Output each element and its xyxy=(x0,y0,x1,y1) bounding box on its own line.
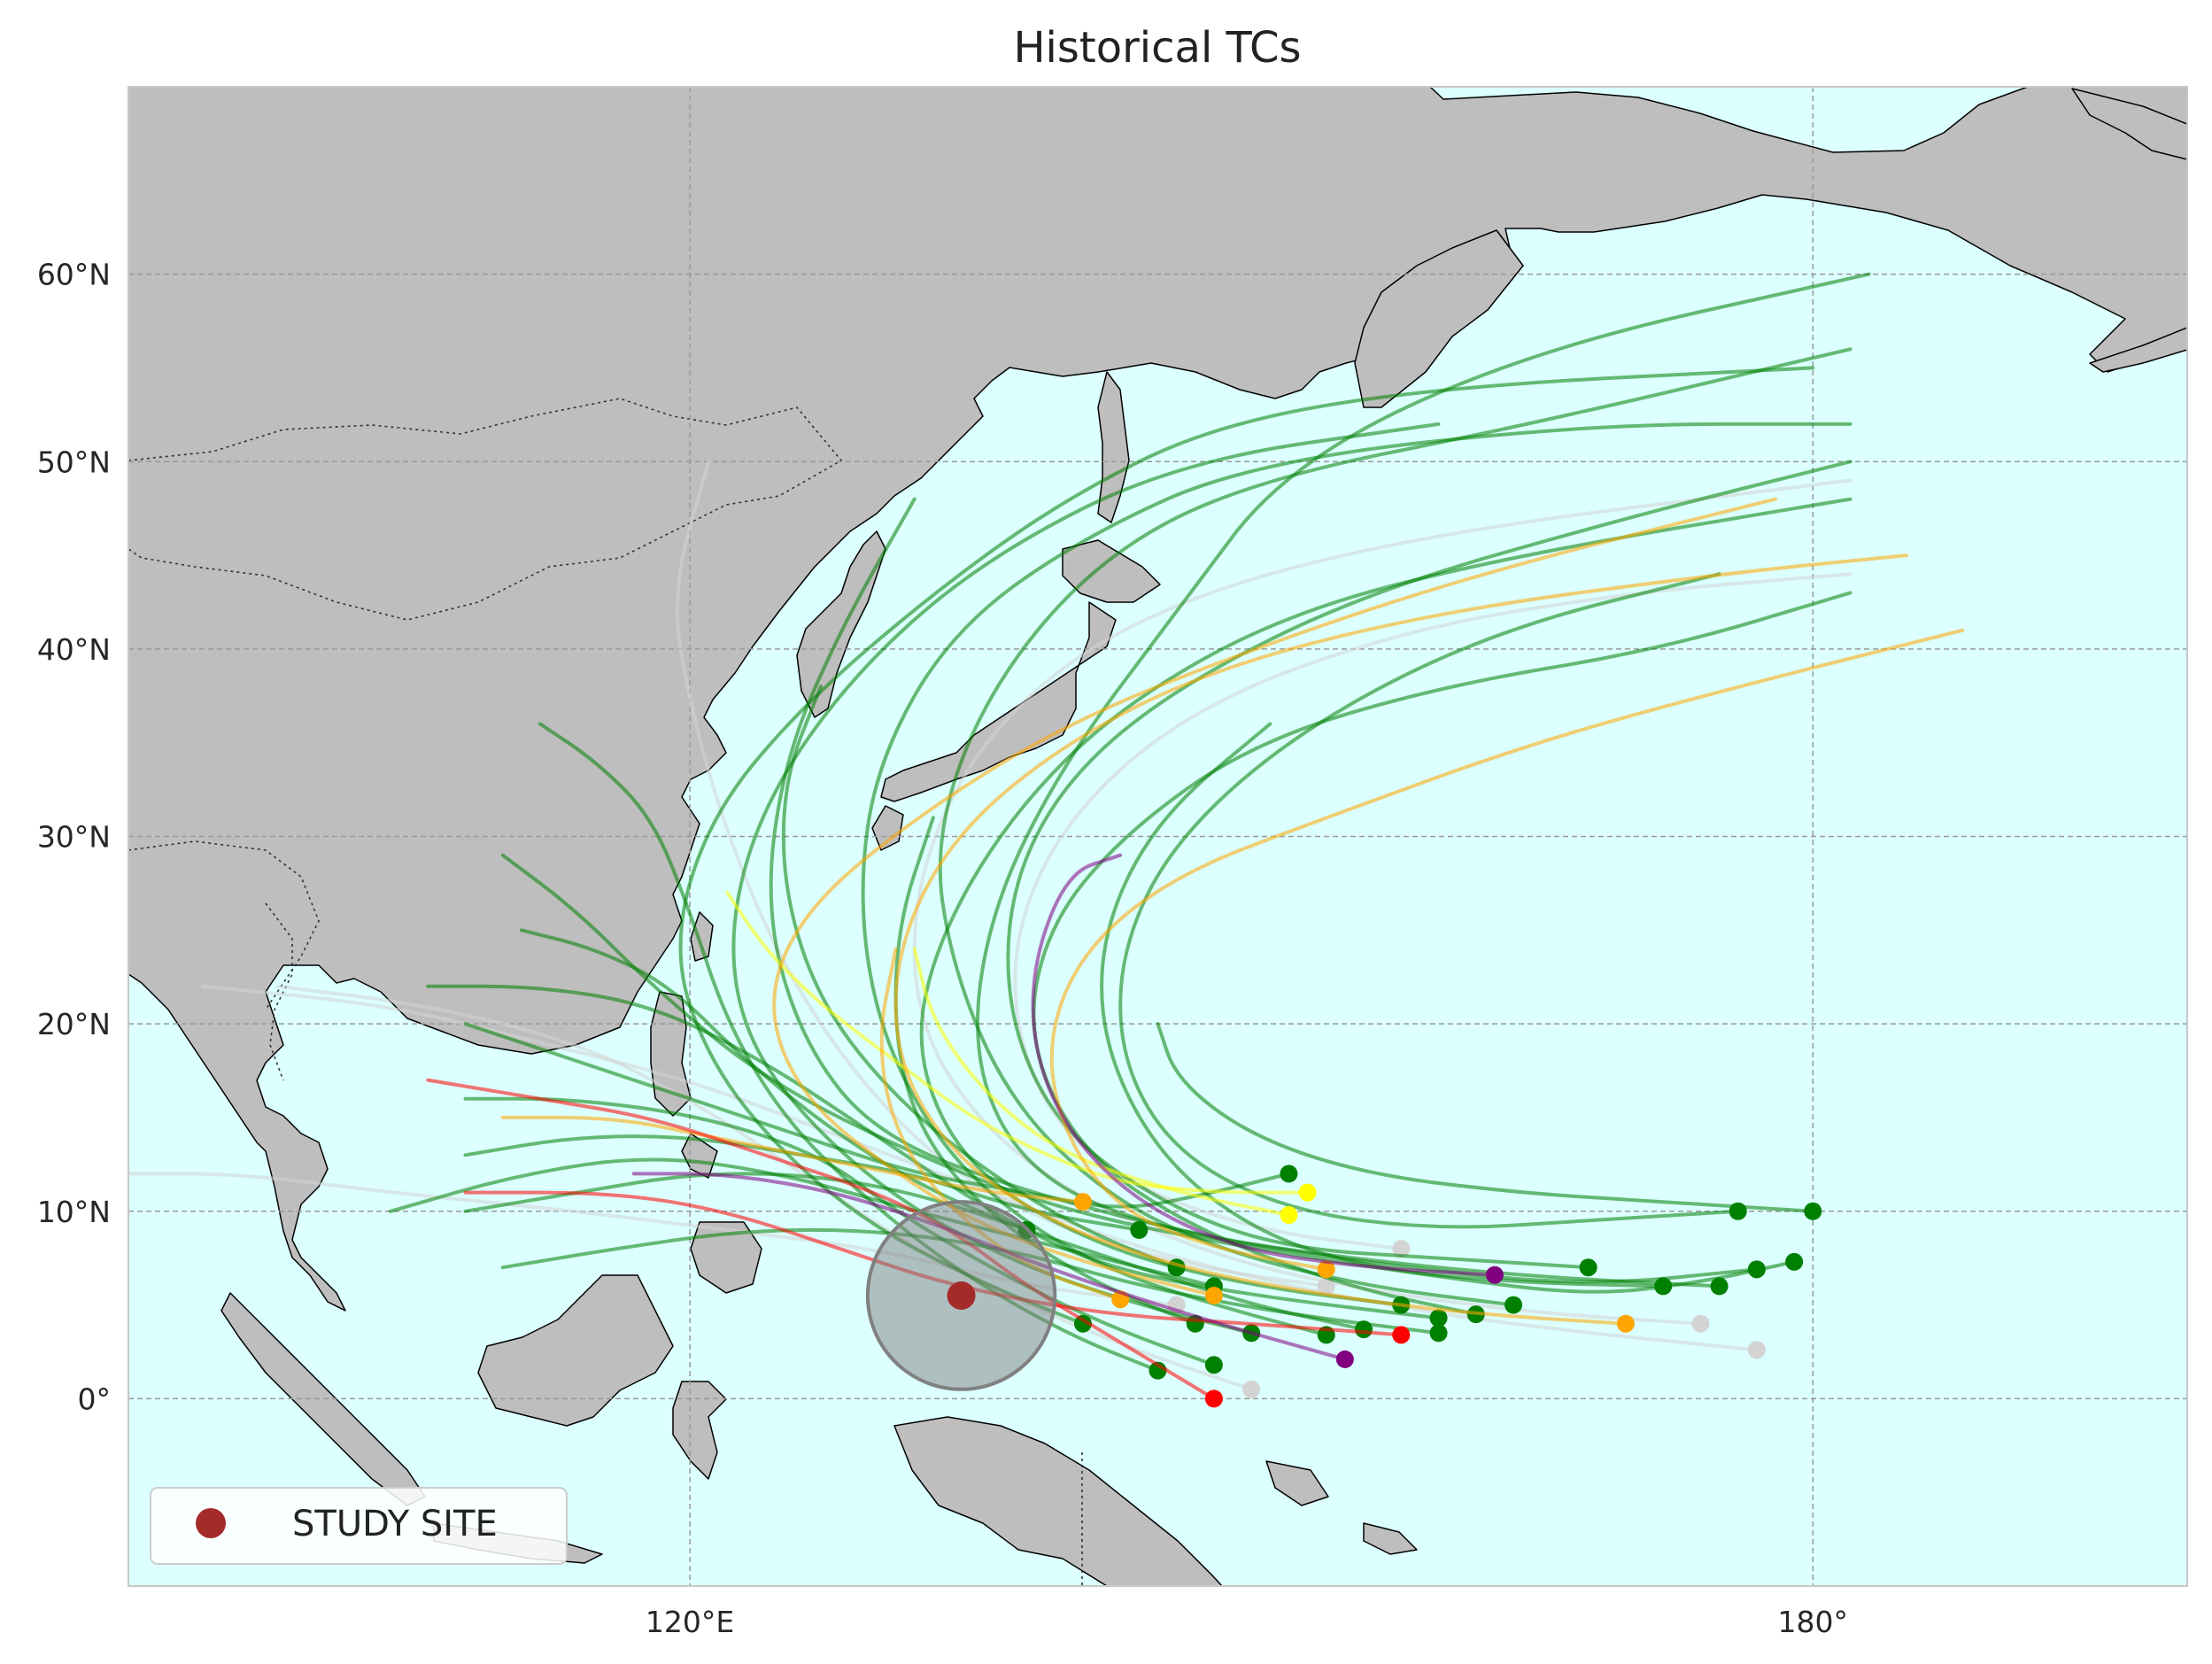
lat-tick-label: 40°N xyxy=(37,632,111,667)
tc-track-ts xyxy=(781,685,1179,1270)
tc-genesis-point xyxy=(1710,1277,1729,1296)
tc-genesis-point xyxy=(1729,1202,1747,1220)
tc-genesis-point xyxy=(1073,1193,1092,1211)
tc-genesis-point xyxy=(1804,1202,1822,1220)
tc-genesis-point xyxy=(1392,1240,1411,1258)
lat-tick-label: 50°N xyxy=(37,445,111,479)
bismarck-islands xyxy=(1265,1460,1329,1506)
philippines-mindanao xyxy=(690,1221,762,1294)
tc-genesis-point xyxy=(1317,1277,1335,1296)
alaska-peninsula xyxy=(2089,327,2187,373)
tc-track-cat2 xyxy=(500,1115,1085,1204)
aleutian-islands xyxy=(2071,88,2187,160)
borneo xyxy=(477,1274,674,1427)
tc-genesis-point xyxy=(1429,1324,1448,1343)
map-area xyxy=(128,87,2187,1586)
tc-genesis-point xyxy=(1280,1205,1298,1224)
tc-track-ts xyxy=(463,1096,1216,1367)
tc-genesis-point xyxy=(1747,1341,1766,1359)
tc-genesis-point xyxy=(1504,1296,1523,1314)
sakhalin xyxy=(1097,371,1130,523)
tc-track-cat2 xyxy=(893,553,1908,1326)
tc-track-ts xyxy=(426,984,1441,1320)
tc-track-td xyxy=(1013,572,1852,1251)
tc-genesis-point xyxy=(1747,1260,1766,1279)
indochina-border-2 xyxy=(265,902,293,1081)
tc-genesis-point xyxy=(1579,1258,1597,1277)
map-frame xyxy=(128,86,2188,1587)
solomon-islands xyxy=(1363,1522,1418,1555)
tc-genesis-point xyxy=(1280,1165,1298,1183)
taiwan xyxy=(690,911,714,962)
tc-track-cat1 xyxy=(725,891,1310,1195)
tc-genesis-point xyxy=(1691,1314,1710,1333)
new-guinea xyxy=(893,1416,1223,1586)
tc-track-cat4 xyxy=(1031,853,1497,1277)
country-borders xyxy=(128,398,1083,1586)
tc-genesis-point xyxy=(1392,1326,1411,1344)
tc-track-td xyxy=(676,460,1328,1289)
tc-genesis-point xyxy=(1204,1356,1223,1374)
tc-track-cat2 xyxy=(1049,628,1965,1272)
chart-title: Historical TCs xyxy=(1013,23,1301,73)
tc-track-ts xyxy=(1118,572,1740,1229)
tc-track-cat3 xyxy=(426,1078,1216,1401)
lon-tick-label: 120°E xyxy=(646,1605,734,1639)
tc-genesis-point xyxy=(1485,1265,1504,1284)
legend-label: STUDY SITE xyxy=(292,1504,498,1544)
tc-genesis-point xyxy=(1204,1389,1223,1408)
tc-genesis-point xyxy=(1204,1286,1223,1304)
legend-marker xyxy=(196,1508,226,1538)
tc-genesis-point xyxy=(1335,1350,1354,1368)
lat-tick-label: 60°N xyxy=(37,258,111,292)
lat-tick-label: 30°N xyxy=(37,820,111,855)
kamchatka xyxy=(1354,229,1524,408)
japan-hokkaido xyxy=(1062,539,1161,603)
axis-ticks: 120°E 180° 60°N 50°N 40°N 30°N 20°N 10°N 0° xyxy=(37,258,1848,1639)
lat-tick-label: 0° xyxy=(78,1382,112,1416)
tc-track-cat1 xyxy=(912,947,1291,1217)
lat-tick-label: 20°N xyxy=(37,1007,111,1041)
legend-box xyxy=(150,1487,568,1565)
tc-genesis-point xyxy=(1242,1380,1261,1398)
tc-genesis-point xyxy=(1785,1252,1804,1271)
tc-track-td xyxy=(912,478,1852,1326)
sulawesi xyxy=(672,1381,727,1480)
japan-honshu xyxy=(880,601,1117,802)
tc-genesis-point xyxy=(1429,1309,1448,1327)
tc-track-ts xyxy=(938,347,1852,1307)
tc-track-ts xyxy=(1156,1022,1815,1213)
asia-mainland xyxy=(128,87,2187,1312)
tc-genesis-point xyxy=(1654,1277,1673,1296)
lon-tick-label: 180° xyxy=(1778,1605,1849,1639)
study-site xyxy=(865,1200,1057,1391)
tc-genesis-point xyxy=(1317,1260,1335,1279)
indochina-border xyxy=(128,840,320,1010)
study-site-marker xyxy=(947,1281,976,1310)
tc-track-ts xyxy=(976,272,1871,1289)
tc-track-cat2 xyxy=(879,947,1123,1302)
tc-genesis-point xyxy=(1298,1183,1317,1202)
lat-tick-label: 10°N xyxy=(37,1195,111,1229)
tc-genesis-point xyxy=(1130,1220,1149,1239)
tc-track-ts xyxy=(1006,460,1852,1270)
legend: STUDY SITE xyxy=(150,1487,568,1565)
japan-kyushu xyxy=(871,805,904,851)
tc-genesis-point xyxy=(1616,1314,1635,1333)
